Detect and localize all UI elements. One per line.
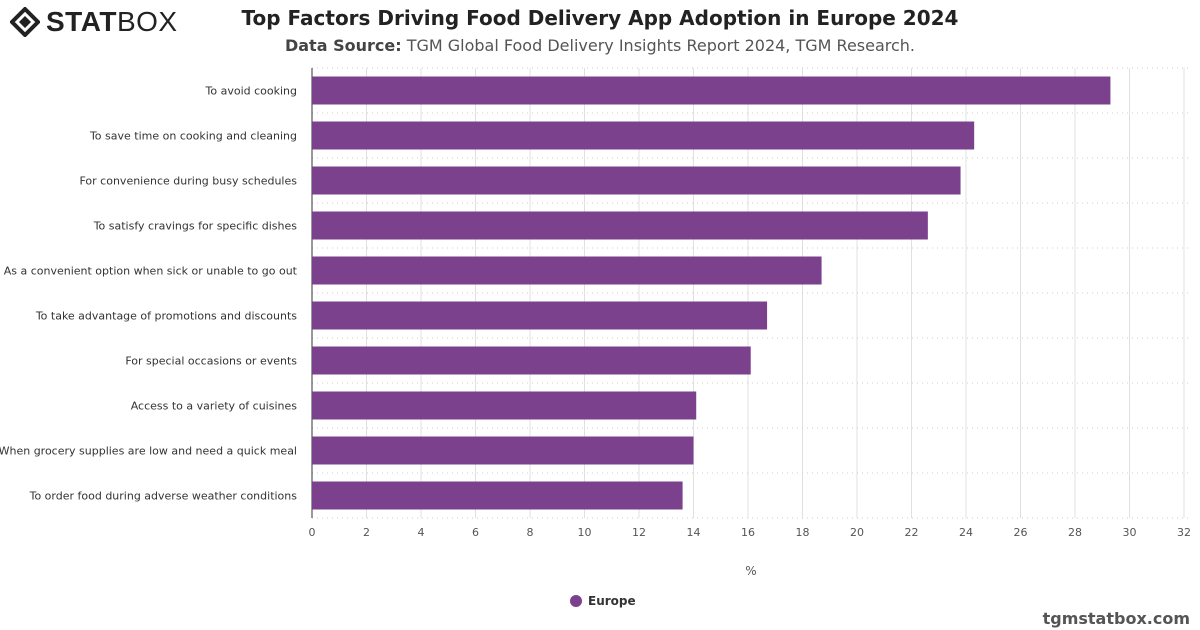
y-tick-label: To satisfy cravings for specific dishes (93, 220, 298, 233)
x-tick-label: 22 (905, 526, 919, 539)
y-tick-label: For special occasions or events (125, 355, 297, 368)
bar (312, 346, 751, 375)
y-tick-label: To save time on cooking and cleaning (89, 130, 297, 143)
statbox-logo: STATBOX (10, 6, 178, 38)
x-tick-label: 26 (1014, 526, 1028, 539)
bar (312, 166, 961, 195)
legend-label: Europe (588, 594, 636, 608)
x-tick-label: 28 (1068, 526, 1082, 539)
x-tick-label: 12 (632, 526, 646, 539)
x-tick-label: 6 (472, 526, 479, 539)
bar (312, 481, 683, 510)
y-tick-label: To avoid cooking (205, 85, 297, 98)
x-tick-label: 14 (687, 526, 701, 539)
bar (312, 301, 768, 330)
bar (312, 436, 694, 465)
x-tick-label: 4 (418, 526, 425, 539)
x-tick-label: 30 (1123, 526, 1137, 539)
site-credit: tgmstatbox.com (1042, 609, 1190, 628)
legend-marker-icon (570, 595, 582, 607)
logo-text: STATBOX (46, 6, 178, 37)
legend-item-europe[interactable]: Europe (570, 594, 636, 608)
x-tick-label: 0 (309, 526, 316, 539)
x-tick-label: 20 (850, 526, 864, 539)
bar (312, 76, 1111, 105)
bar (312, 211, 928, 240)
x-axis-title: % (745, 564, 756, 578)
y-tick-label: To order food during adverse weather con… (29, 490, 298, 503)
x-tick-label: 18 (796, 526, 810, 539)
x-tick-label: 2 (363, 526, 370, 539)
x-tick-label: 10 (578, 526, 592, 539)
y-tick-label: To take advantage of promotions and disc… (35, 310, 297, 323)
diamond-logo-icon (10, 7, 40, 37)
y-tick-label: For convenience during busy schedules (80, 175, 298, 188)
chart-title: Top Factors Driving Food Delivery App Ad… (241, 6, 959, 30)
x-tick-label: 16 (741, 526, 755, 539)
y-tick-label: Access to a variety of cuisines (131, 400, 298, 413)
x-tick-label: 8 (527, 526, 534, 539)
bar (312, 121, 975, 150)
x-tick-label: 24 (959, 526, 973, 539)
y-tick-label: When grocery supplies are low and need a… (0, 445, 297, 458)
chart-subtitle: Data Source: TGM Global Food Delivery In… (284, 36, 916, 55)
bar (312, 256, 822, 285)
x-tick-label: 32 (1177, 526, 1191, 539)
y-tick-label: As a convenient option when sick or unab… (4, 265, 298, 278)
bar (312, 391, 697, 420)
